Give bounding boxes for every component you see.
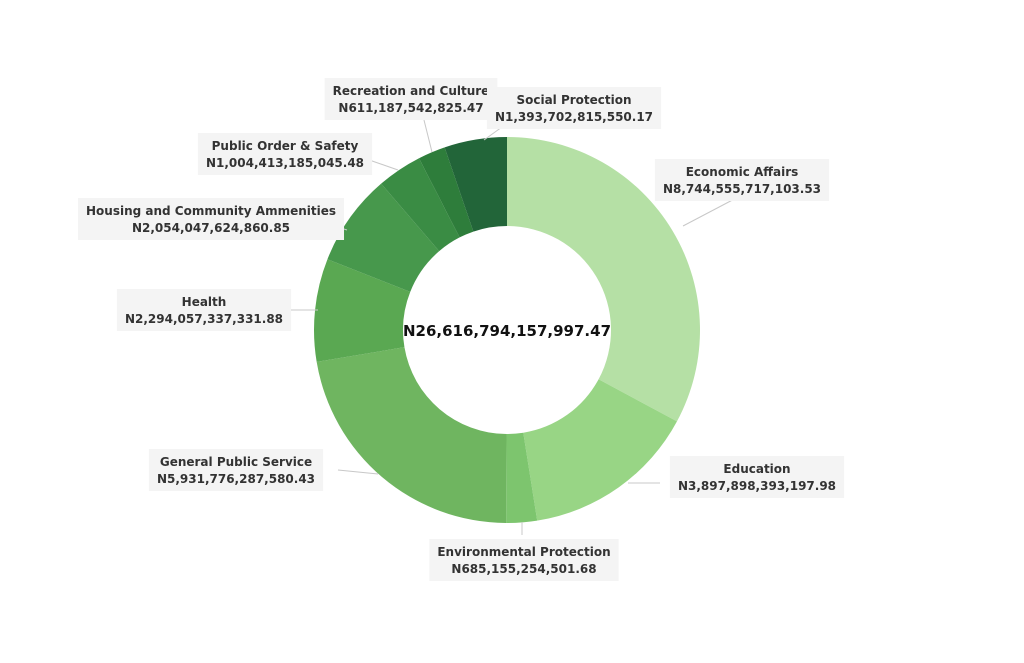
slice-label-name: Housing and Community Ammenities bbox=[86, 204, 336, 218]
slice-label: General Public Service N5,931,776,287,580… bbox=[148, 449, 324, 491]
slice-label-value: N8,744,555,717,103.53 bbox=[663, 182, 821, 196]
slice-label-name: Social Protection bbox=[516, 93, 631, 107]
slice-label-value: N2,054,047,624,860.85 bbox=[132, 221, 290, 235]
slice-label-box bbox=[324, 78, 498, 120]
slice-label-value: N1,004,413,185,045.48 bbox=[206, 156, 364, 170]
leader-line bbox=[337, 469, 379, 475]
donut-slice[interactable] bbox=[506, 432, 538, 523]
slice-label-box bbox=[148, 449, 324, 491]
slice-label-value: N3,897,898,393,197.98 bbox=[678, 479, 836, 493]
slice-label-box bbox=[77, 198, 345, 240]
slice-labels: Economic Affairs N8,744,555,717,103.53 Edu… bbox=[77, 78, 845, 581]
donut-slice[interactable] bbox=[314, 259, 411, 362]
slice-label-name: General Public Service bbox=[160, 455, 312, 469]
slice-label: Recreation and Culture N611,187,542,825.4… bbox=[324, 78, 498, 120]
slice-label-name: Recreation and Culture bbox=[333, 84, 490, 98]
slice-label-name: Health bbox=[182, 295, 227, 309]
slice-label: Health N2,294,057,337,331.88 bbox=[116, 289, 292, 331]
slice-label: Environmental Protection N685,155,254,501… bbox=[429, 539, 619, 581]
slice-label: Housing and Community Ammenities N2,054,0… bbox=[77, 198, 345, 240]
slice-label-name: Economic Affairs bbox=[686, 165, 799, 179]
slice-label-name: Education bbox=[723, 462, 790, 476]
donut-slice[interactable] bbox=[327, 183, 440, 292]
slice-label-box bbox=[486, 87, 662, 129]
donut-slice[interactable] bbox=[444, 137, 507, 232]
slice-label: Social Protection N1,393,702,815,550.17 bbox=[486, 87, 662, 129]
slice-label-box bbox=[116, 289, 292, 331]
center-total-label: N26,616,794,157,997.47 bbox=[403, 322, 611, 340]
leader-line bbox=[423, 119, 433, 153]
donut-slice[interactable] bbox=[507, 137, 701, 422]
slice-label-value: N2,294,057,337,331.88 bbox=[125, 312, 283, 326]
slice-label-name: Environmental Protection bbox=[437, 545, 610, 559]
slice-label-box bbox=[654, 159, 830, 201]
slice-label-value: N611,187,542,825.47 bbox=[338, 101, 483, 115]
donut-slice[interactable] bbox=[381, 158, 460, 252]
slice-label: Education N3,897,898,393,197.98 bbox=[669, 456, 845, 498]
donut-slice[interactable] bbox=[316, 347, 507, 523]
donut-slice[interactable] bbox=[419, 147, 474, 238]
donut-slices bbox=[314, 137, 701, 523]
slice-label-value: N685,155,254,501.68 bbox=[451, 562, 596, 576]
slice-label-box bbox=[669, 456, 845, 498]
slice-label-box bbox=[197, 133, 373, 175]
slice-label-value: N5,931,776,287,580.43 bbox=[157, 472, 315, 486]
donut-slice[interactable] bbox=[523, 379, 677, 521]
slice-label: Public Order & Safety N1,004,413,185,045.… bbox=[197, 133, 373, 175]
slice-label: Economic Affairs N8,744,555,717,103.53 bbox=[654, 159, 830, 201]
slice-label-name: Public Order & Safety bbox=[212, 139, 359, 153]
slice-label-value: N1,393,702,815,550.17 bbox=[495, 110, 653, 124]
slice-label-box bbox=[429, 539, 619, 581]
